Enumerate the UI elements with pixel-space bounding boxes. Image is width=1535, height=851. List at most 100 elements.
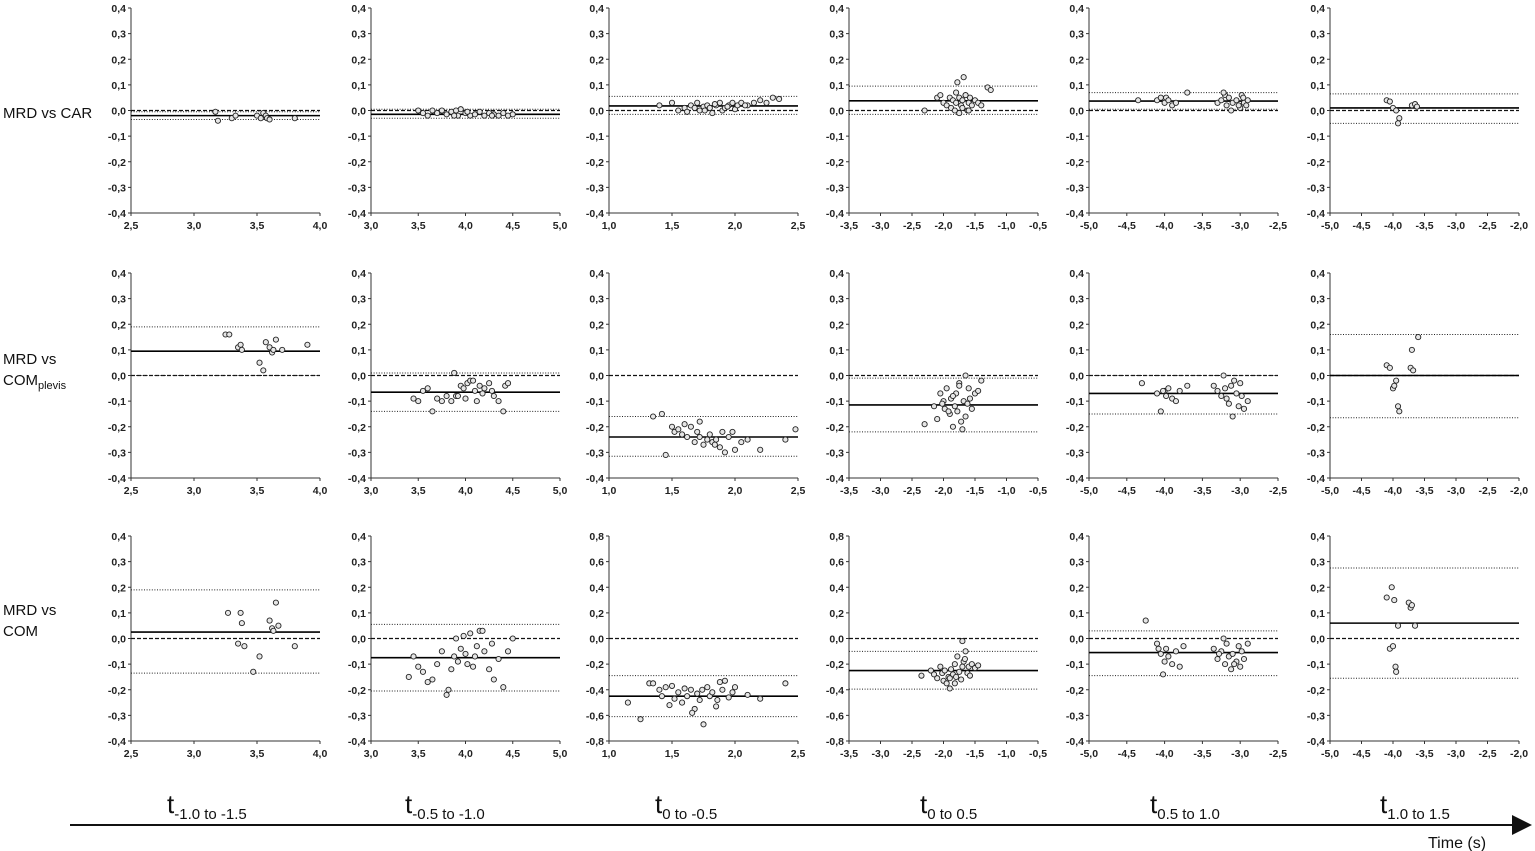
y-tick-label: -0,2: [586, 659, 604, 671]
data-point: [1393, 107, 1400, 114]
x-tick-label: -3,0: [871, 485, 889, 497]
data-point: [1225, 400, 1232, 407]
data-point: [434, 110, 441, 117]
y-tick-label: 0,1: [1069, 345, 1084, 357]
data-point: [721, 677, 728, 684]
y-tick-label: 0,0: [351, 634, 366, 646]
data-point: [1172, 398, 1179, 405]
y-tick-label: -0,2: [586, 422, 604, 434]
x-tick-label: 2,0: [728, 485, 743, 497]
data-point: [927, 667, 934, 674]
data-point: [750, 99, 757, 106]
data-point: [454, 658, 461, 665]
data-point: [951, 107, 958, 114]
y-tick-label: -0,1: [1066, 396, 1084, 408]
y-tick-label: 0,4: [1310, 268, 1325, 280]
col-label-4-t: t: [1150, 789, 1158, 819]
data-point: [473, 643, 480, 650]
y-tick-label: 0,2: [829, 608, 844, 620]
data-point: [948, 666, 955, 673]
data-point: [943, 680, 950, 687]
x-tick-label: 3,0: [364, 485, 379, 497]
row-label-com: MRD vs: [3, 602, 56, 619]
x-tick-label: -2,5: [903, 220, 921, 232]
x-tick-label: -2,5: [903, 485, 921, 497]
col-label-1-t: t: [405, 789, 413, 819]
y-tick-label: 0,4: [1310, 531, 1325, 543]
data-point: [953, 89, 960, 96]
x-tick-label: -4,5: [1118, 485, 1136, 497]
data-point: [1160, 671, 1167, 678]
data-point: [1142, 617, 1149, 624]
x-tick-label: -5,0: [1321, 748, 1339, 760]
data-point: [1391, 597, 1398, 604]
x-tick-label: 4,0: [313, 748, 328, 760]
y-tick-label: -0,2: [108, 422, 126, 434]
data-point: [434, 395, 441, 402]
data-point: [757, 97, 764, 104]
y-tick-label: 0,2: [589, 54, 604, 66]
y-tick-label: 0,3: [111, 294, 126, 306]
y-tick-label: -0,1: [108, 131, 126, 143]
y-tick-label: -0,4: [1066, 473, 1084, 485]
data-point: [1163, 645, 1170, 652]
data-point: [679, 431, 686, 438]
data-point: [1161, 658, 1168, 665]
y-tick-label: -0,3: [108, 447, 126, 459]
y-tick-label: 0,1: [111, 80, 126, 92]
data-point: [500, 684, 507, 691]
data-point: [966, 672, 974, 679]
data-point: [1223, 102, 1230, 109]
data-point: [1396, 408, 1403, 415]
data-point: [1408, 602, 1415, 609]
data-point: [1223, 395, 1230, 402]
x-tick-label: 3,5: [411, 485, 426, 497]
data-point: [968, 405, 975, 412]
data-point: [448, 666, 455, 673]
y-tick-label: -0,3: [348, 710, 366, 722]
x-tick-label: 4,5: [505, 748, 520, 760]
row-label-complevis-main: COM: [3, 372, 38, 389]
data-point: [1237, 380, 1244, 387]
x-tick-label: 1,0: [602, 220, 617, 232]
y-tick-label: 0,0: [351, 106, 366, 118]
x-tick-label: -5,0: [1321, 220, 1339, 232]
y-tick-label: -0,1: [1307, 131, 1325, 143]
data-point: [1160, 387, 1167, 394]
y-tick-label: 0,2: [1069, 54, 1084, 66]
x-tick-label: -2,5: [1269, 485, 1287, 497]
data-point: [959, 638, 966, 645]
data-point: [711, 441, 718, 448]
data-point: [757, 695, 764, 702]
data-point: [662, 451, 669, 458]
data-point: [1184, 89, 1191, 96]
data-point: [1228, 382, 1235, 389]
data-point: [1388, 584, 1395, 591]
y-tick-label: -0,1: [586, 131, 604, 143]
x-tick-label: -0,5: [1029, 748, 1047, 760]
data-point: [934, 675, 941, 682]
data-point: [725, 433, 732, 441]
data-point: [954, 408, 961, 415]
data-point: [214, 117, 221, 124]
data-point: [304, 341, 311, 348]
y-tick-label: 0,0: [111, 634, 126, 646]
y-tick-label: 0,4: [111, 3, 126, 15]
x-tick-label: -3,0: [871, 748, 889, 760]
data-point: [1413, 103, 1420, 110]
data-point: [675, 689, 682, 696]
data-point: [1184, 382, 1191, 389]
x-tick-label: 3,5: [250, 485, 265, 497]
x-tick-label: -2,5: [1478, 220, 1496, 232]
data-point: [419, 387, 427, 394]
data-point: [1135, 97, 1142, 104]
data-point: [921, 421, 928, 428]
data-point: [495, 398, 502, 405]
x-tick-label: -4,0: [1384, 220, 1402, 232]
data-point: [671, 695, 678, 702]
y-tick-label: -0,3: [108, 182, 126, 194]
data-point: [462, 650, 469, 657]
data-point: [429, 676, 436, 683]
y-tick-label: -0,1: [1066, 659, 1084, 671]
x-tick-label: -2,0: [1510, 485, 1528, 497]
